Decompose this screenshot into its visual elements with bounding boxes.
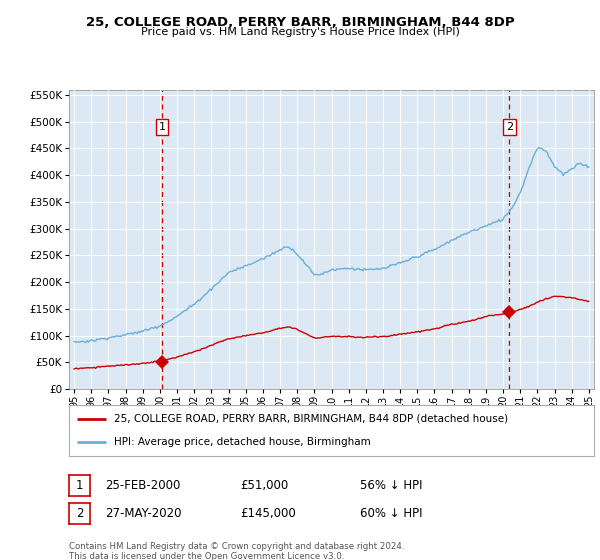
Text: 25-FEB-2000: 25-FEB-2000	[105, 479, 181, 492]
Text: £145,000: £145,000	[240, 507, 296, 520]
Text: Contains HM Land Registry data © Crown copyright and database right 2024.
This d: Contains HM Land Registry data © Crown c…	[69, 542, 404, 560]
Text: £51,000: £51,000	[240, 479, 288, 492]
Text: Price paid vs. HM Land Registry's House Price Index (HPI): Price paid vs. HM Land Registry's House …	[140, 27, 460, 38]
Text: 25, COLLEGE ROAD, PERRY BARR, BIRMINGHAM, B44 8DP: 25, COLLEGE ROAD, PERRY BARR, BIRMINGHAM…	[86, 16, 514, 29]
Text: 1: 1	[76, 479, 83, 492]
Text: 25, COLLEGE ROAD, PERRY BARR, BIRMINGHAM, B44 8DP (detached house): 25, COLLEGE ROAD, PERRY BARR, BIRMINGHAM…	[113, 414, 508, 424]
Text: 27-MAY-2020: 27-MAY-2020	[105, 507, 182, 520]
Text: 2: 2	[76, 507, 83, 520]
Text: 60% ↓ HPI: 60% ↓ HPI	[360, 507, 422, 520]
Text: HPI: Average price, detached house, Birmingham: HPI: Average price, detached house, Birm…	[113, 437, 370, 447]
Text: 56% ↓ HPI: 56% ↓ HPI	[360, 479, 422, 492]
Text: 1: 1	[158, 122, 166, 132]
Text: 2: 2	[506, 122, 513, 132]
